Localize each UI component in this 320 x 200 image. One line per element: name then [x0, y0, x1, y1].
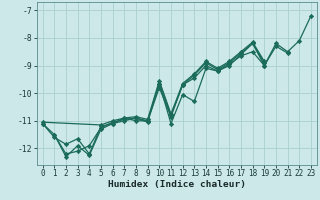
- X-axis label: Humidex (Indice chaleur): Humidex (Indice chaleur): [108, 180, 246, 189]
